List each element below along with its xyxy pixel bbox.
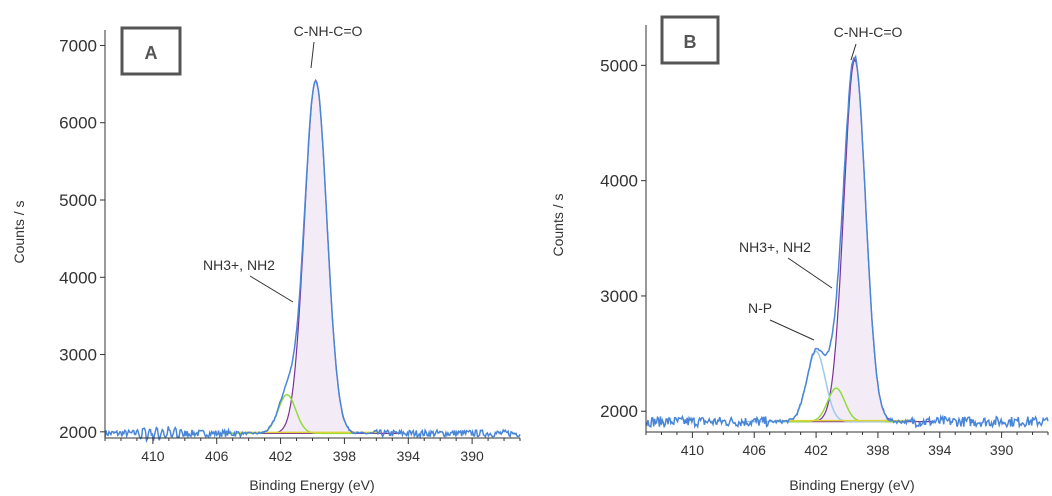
panel-b-plot-area xyxy=(645,54,1049,430)
panel-a-x-tick-label-390: 390 xyxy=(460,448,484,464)
panel-b-label-box xyxy=(660,15,720,65)
panel-b-leader-np xyxy=(769,319,815,341)
panel-b-y-tick-label-2000: 2000 xyxy=(600,402,638,421)
panel-b-y-axis-label: Counts / s xyxy=(550,193,566,256)
panel-b-x-tick-label-406: 406 xyxy=(743,442,767,458)
panel-a-y-axis-label: Counts / s xyxy=(11,200,27,263)
panel-b-x-tick-label-410: 410 xyxy=(681,442,705,458)
panel-a-x-tick-label-394: 394 xyxy=(397,448,421,464)
panel-a-annotation-amine-bg xyxy=(200,254,298,274)
panel-a-y-tick-label-3000: 3000 xyxy=(59,346,97,365)
panel-b-x-tick-label-402: 402 xyxy=(804,442,828,458)
panel-b-envelope-line xyxy=(645,54,1049,430)
panel-b-y-tick-label-5000: 5000 xyxy=(600,56,638,75)
panel-b: B Counts / s Binding Energy (eV) 2000 300… xyxy=(550,15,1049,493)
panel-a-leader-amide xyxy=(310,41,315,69)
panel-b-annotations: C-NH-C=O NH3+, NH2 N-P xyxy=(736,24,903,341)
panel-b-leader-amine xyxy=(787,257,833,289)
panel-a-label-box xyxy=(120,26,182,76)
panel-a-x-tick-label-398: 398 xyxy=(333,448,357,464)
panel-a-y-tick-label-7000: 7000 xyxy=(59,36,97,55)
panel-a-label: A xyxy=(145,43,158,63)
panel-b-annotation-amide: C-NH-C=O xyxy=(834,24,903,40)
panel-b-label: B xyxy=(684,32,697,52)
panel-b-annotation-np: N-P xyxy=(748,300,772,316)
panel-a-x-tick-label-406: 406 xyxy=(205,448,229,464)
panel-a-y-tick-label-5000: 5000 xyxy=(59,191,97,210)
panel-b-peak-2 xyxy=(746,350,886,423)
panel-b-y-tick-label-3000: 3000 xyxy=(600,287,638,306)
panel-a-ticks: 2000 3000 4000 5000 6000 7000 390 394 398 402 406 4… xyxy=(59,36,521,464)
panel-b-annotation-amine: NH3+, NH2 xyxy=(739,239,811,255)
panel-a-leader-amine xyxy=(249,275,294,303)
panel-b-x-tick-label-390: 390 xyxy=(990,442,1014,458)
panel-a-x-tick-label-410: 410 xyxy=(141,448,165,464)
panel-a-envelope-line xyxy=(104,79,521,444)
panel-b-x-tick-label-398: 398 xyxy=(866,442,890,458)
panel-b-x-tick-label-394: 394 xyxy=(928,442,952,458)
panel-b-ticks: 2000 3000 4000 5000 390 394 398 402 406 410 xyxy=(600,56,1049,458)
panel-a-annotation-amine: NH3+, NH2 xyxy=(203,257,275,273)
panel-a-x-tick-label-402: 402 xyxy=(269,448,293,464)
panel-a-annotations: C-NH-C=O NH3+, NH2 xyxy=(200,23,363,303)
panel-b-leader-amide xyxy=(850,43,857,61)
panel-a-x-axis-label: Binding Energy (eV) xyxy=(249,477,374,493)
panel-a: A Counts / s Binding Energy (eV) 2000 300… xyxy=(11,23,521,493)
panel-a-plot-area xyxy=(104,78,521,444)
panel-b-annotation-amine-bg xyxy=(736,236,836,256)
panel-a-y-tick-label-2000: 2000 xyxy=(59,423,97,442)
panel-a-y-tick-label-6000: 6000 xyxy=(59,114,97,133)
panel-a-y-tick-label-4000: 4000 xyxy=(59,268,97,287)
panel-b-y-tick-label-4000: 4000 xyxy=(600,172,638,191)
panel-a-annotation-amide: C-NH-C=O xyxy=(294,23,363,39)
panel-b-x-axis-label: Binding Energy (eV) xyxy=(789,477,914,493)
